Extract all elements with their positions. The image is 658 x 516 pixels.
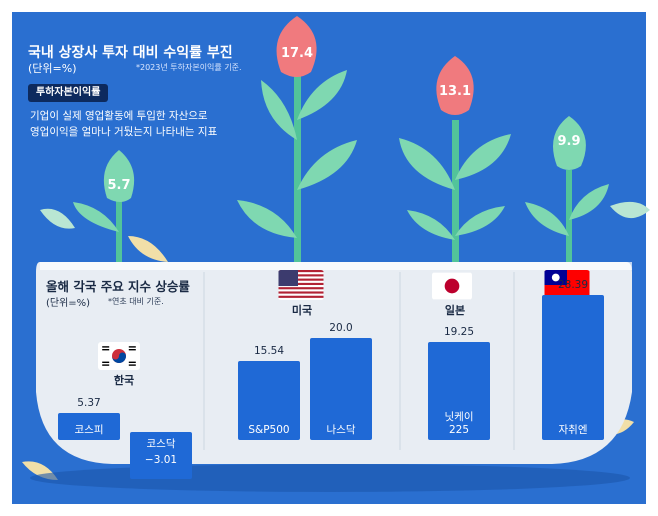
floating-leaf	[128, 236, 168, 262]
page-title: 국내 상장사 투자 대비 수익률 부진	[28, 45, 233, 61]
floating-leaf	[610, 201, 650, 219]
definition-text: 기업이 실제 영업활동에 투입한 자산으로 영업이익을 얼마나 거뒀는지 나타내…	[30, 110, 218, 138]
country-label: 미국	[291, 304, 313, 317]
unit-label: (단위=%)	[28, 62, 77, 75]
index-name-label: 닛케이 225	[444, 411, 474, 436]
country-label: 일본	[444, 304, 466, 317]
index-box-note: *연초 대비 기준.	[108, 297, 164, 306]
index-value-label: 20.0	[329, 322, 353, 334]
index-name-label: 나스닥	[326, 424, 356, 436]
index-bar	[238, 360, 300, 440]
floating-leaf	[40, 208, 75, 229]
roic-value-label: 9.9	[557, 134, 581, 149]
index-value-label: 19.25	[443, 325, 475, 338]
flag-jp-icon	[432, 272, 472, 300]
flag-kr-icon	[98, 342, 140, 370]
index-name-label: 코스피	[74, 424, 104, 436]
index-box-title: 올해 각국 주요 지수 상승률	[46, 279, 190, 294]
roic-value-label: 13.1	[438, 84, 472, 99]
index-value-label: 5.37	[77, 396, 101, 409]
country-label: 한국	[113, 374, 135, 387]
roic-value-label: 5.7	[107, 178, 131, 193]
index-value-label: 28.39	[557, 279, 589, 292]
index-bar	[542, 295, 604, 440]
index-name-label: 자취엔	[558, 424, 588, 436]
footnote: *2023년 투하자본이익률 기준.	[136, 63, 242, 72]
index-value-label: 15.54	[253, 344, 285, 357]
roic-value-label: 17.4	[280, 46, 314, 61]
index-bar	[428, 341, 490, 440]
index-name-label: 코스닥	[146, 438, 176, 450]
index-bar	[310, 338, 372, 440]
index-bar	[130, 432, 192, 480]
flag-tw-icon	[544, 270, 590, 300]
index-name-label: S&P500	[248, 424, 290, 436]
definition-badge: 투하자본이익률	[28, 84, 109, 102]
index-bar	[58, 412, 120, 440]
index-value-label: −3.01	[144, 454, 178, 466]
index-box-unit: (단위=%)	[46, 298, 91, 309]
flag-us-icon	[278, 270, 324, 300]
